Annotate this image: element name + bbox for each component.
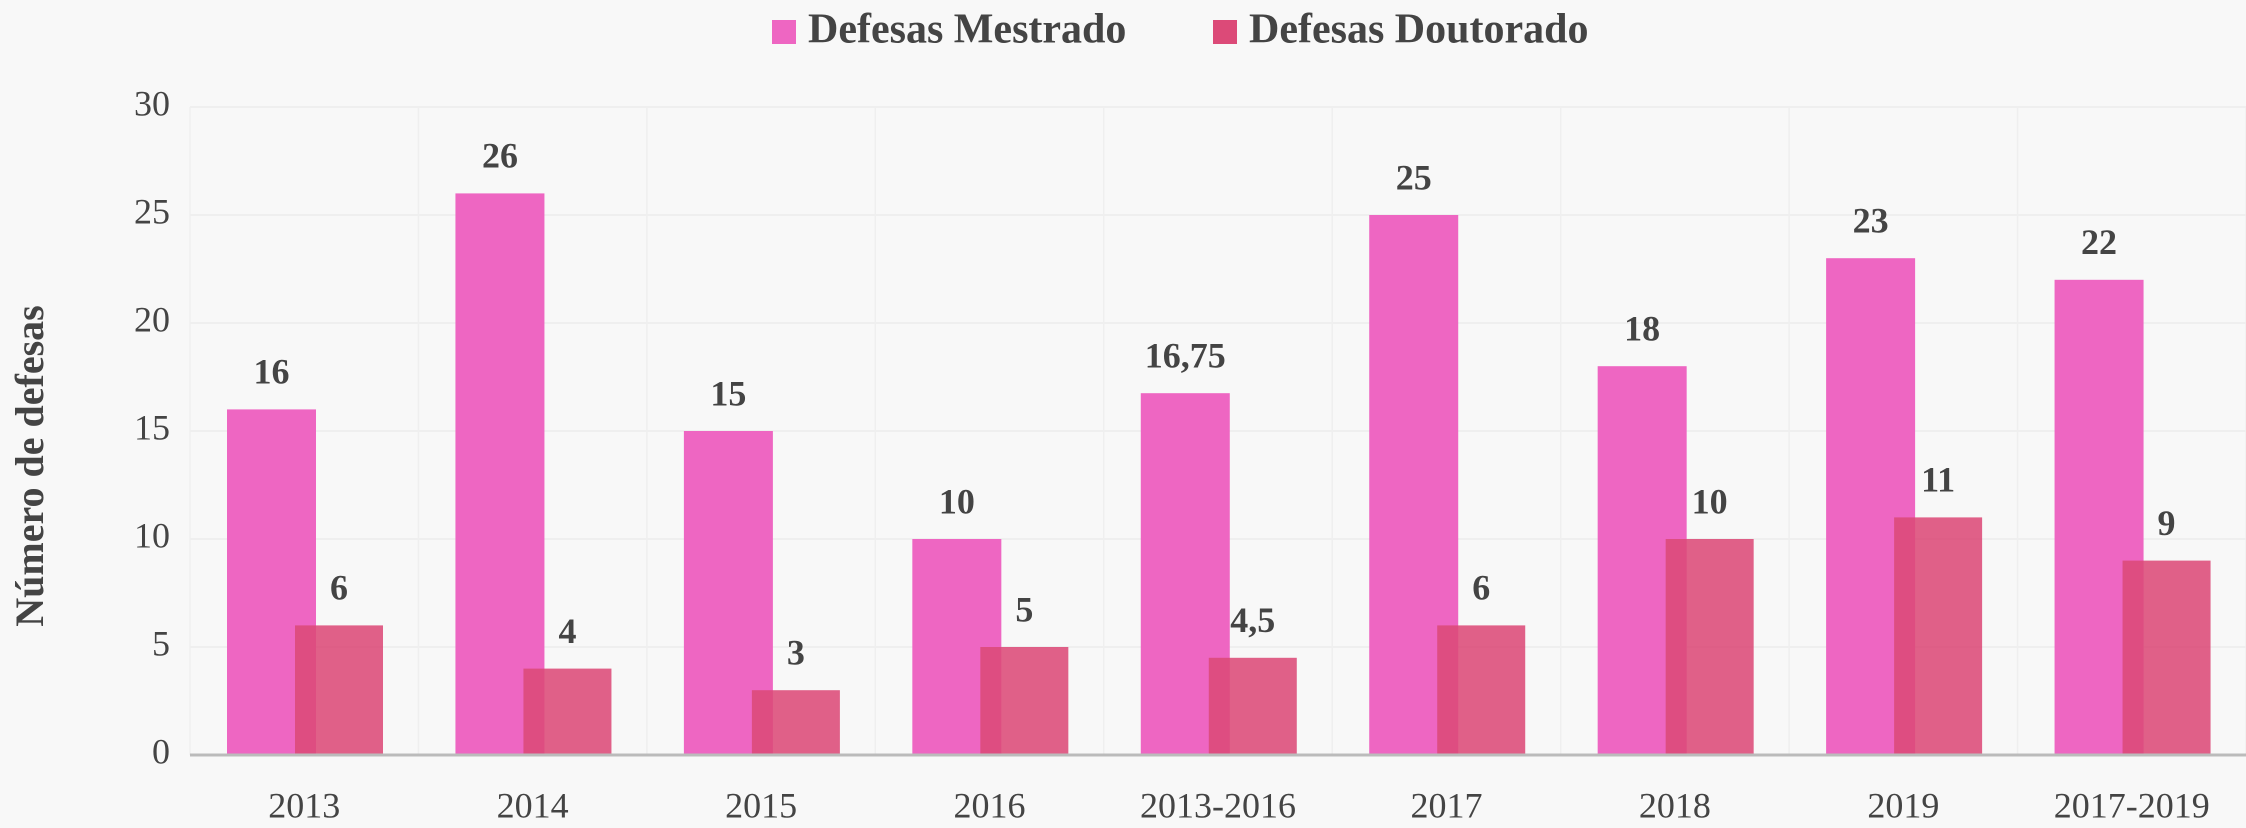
data-label: 11 xyxy=(1921,460,1955,500)
data-label: 16,75 xyxy=(1145,335,1226,375)
bar xyxy=(455,193,545,755)
y-tick-label: 0 xyxy=(152,731,170,771)
y-tick-label: 10 xyxy=(134,515,170,555)
data-label: 16 xyxy=(254,352,290,392)
data-label: 5 xyxy=(1015,589,1033,629)
x-tick-label: 2016 xyxy=(954,785,1026,825)
y-tick-label: 30 xyxy=(134,83,170,123)
data-label: 22 xyxy=(2081,222,2117,262)
bar xyxy=(523,668,612,755)
legend-swatch xyxy=(1213,20,1237,44)
data-label: 10 xyxy=(1692,481,1728,521)
y-tick-label: 20 xyxy=(134,299,170,339)
x-tick-label: 2015 xyxy=(725,785,797,825)
y-tick-label: 25 xyxy=(134,191,170,231)
data-label: 10 xyxy=(939,481,975,521)
x-tick-label: 2014 xyxy=(497,785,569,825)
y-tick-label: 15 xyxy=(134,407,170,447)
bar xyxy=(295,625,383,755)
x-tick-label: 2017 xyxy=(1410,785,1482,825)
bar xyxy=(1894,517,1983,755)
x-tick-label: 2018 xyxy=(1639,785,1711,825)
bar xyxy=(1437,625,1526,755)
y-tick-label: 5 xyxy=(152,623,170,663)
legend-label: Defesas Mestrado xyxy=(808,7,1126,53)
data-label: 4,5 xyxy=(1230,600,1275,640)
y-axis-title: Número de defesas xyxy=(7,305,52,626)
data-label: 6 xyxy=(1472,568,1490,608)
data-label: 25 xyxy=(1396,157,1432,197)
data-label: 9 xyxy=(2158,503,2176,543)
x-tick-label: 2019 xyxy=(1867,785,1939,825)
data-label: 26 xyxy=(482,136,518,176)
x-tick-label: 2017-2019 xyxy=(2054,785,2210,825)
data-label: 23 xyxy=(1853,200,1889,240)
x-tick-label: 2013 xyxy=(268,785,340,825)
legend-swatch xyxy=(772,20,796,44)
data-label: 18 xyxy=(1624,308,1660,348)
bar xyxy=(1665,539,1754,755)
bar xyxy=(1208,657,1297,755)
data-label: 15 xyxy=(710,373,746,413)
bar xyxy=(751,690,840,755)
data-label: 4 xyxy=(558,611,576,651)
data-label: 3 xyxy=(787,632,805,672)
data-label: 6 xyxy=(330,568,348,608)
bar xyxy=(2122,560,2211,755)
legend-label: Defesas Doutorado xyxy=(1249,7,1588,53)
x-tick-label: 2013-2016 xyxy=(1140,785,1296,825)
bar xyxy=(980,647,1069,755)
